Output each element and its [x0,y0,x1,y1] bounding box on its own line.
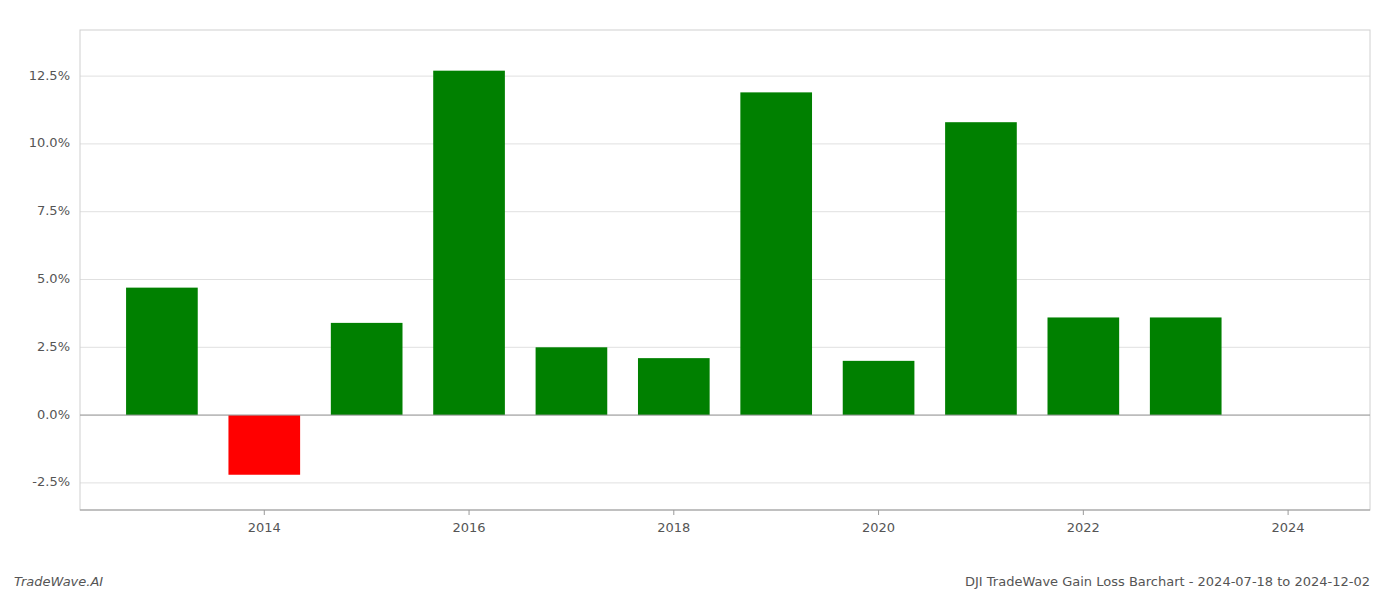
grid-line [80,279,1370,280]
y-tick-label: -2.5% [32,474,70,489]
x-tick [878,510,879,515]
bar [945,122,1017,415]
y-tick-label: 5.0% [37,271,70,286]
grid-line [80,143,1370,144]
bar [228,415,300,475]
x-tick [1083,510,1084,515]
x-tick-label: 2022 [1067,520,1100,535]
x-axis-line [80,510,1370,511]
y-tick-label: 12.5% [29,68,70,83]
x-tick-label: 2014 [248,520,281,535]
x-tick-label: 2024 [1272,520,1305,535]
bar [1150,317,1222,415]
x-tick [1288,510,1289,515]
grid-line [80,76,1370,77]
watermark: TradeWave.AI [14,574,103,589]
title: DJI TradeWave Gain Loss Barchart - 2024-… [965,574,1370,589]
bar [433,71,505,415]
y-tick-label: 10.0% [29,135,70,150]
y-tick-label: 7.5% [37,203,70,218]
x-tick-label: 2016 [453,520,486,535]
x-tick [264,510,265,515]
zero-line [80,415,1370,416]
bar [638,358,710,415]
bar [1048,317,1120,415]
chart: -2.5% 0.0% 2.5% 5.0% 7.5% 10.0% 12.5% 2014 2016 2… [0,0,1400,600]
x-tick [673,510,674,515]
grid-line [80,482,1370,483]
bar [740,92,812,415]
bar [331,323,403,415]
grid-line [80,211,1370,212]
bar [843,361,915,415]
plot-frame [80,30,1370,510]
y-tick-label: 2.5% [37,339,70,354]
x-tick [469,510,470,515]
bars [126,71,1221,475]
y-tick-label: 0.0% [37,407,70,422]
grid-line [80,415,1370,416]
x-tick-label: 2020 [862,520,895,535]
x-tick-label: 2018 [657,520,690,535]
grid [80,76,1370,483]
bar [126,288,198,415]
bar [536,347,608,415]
